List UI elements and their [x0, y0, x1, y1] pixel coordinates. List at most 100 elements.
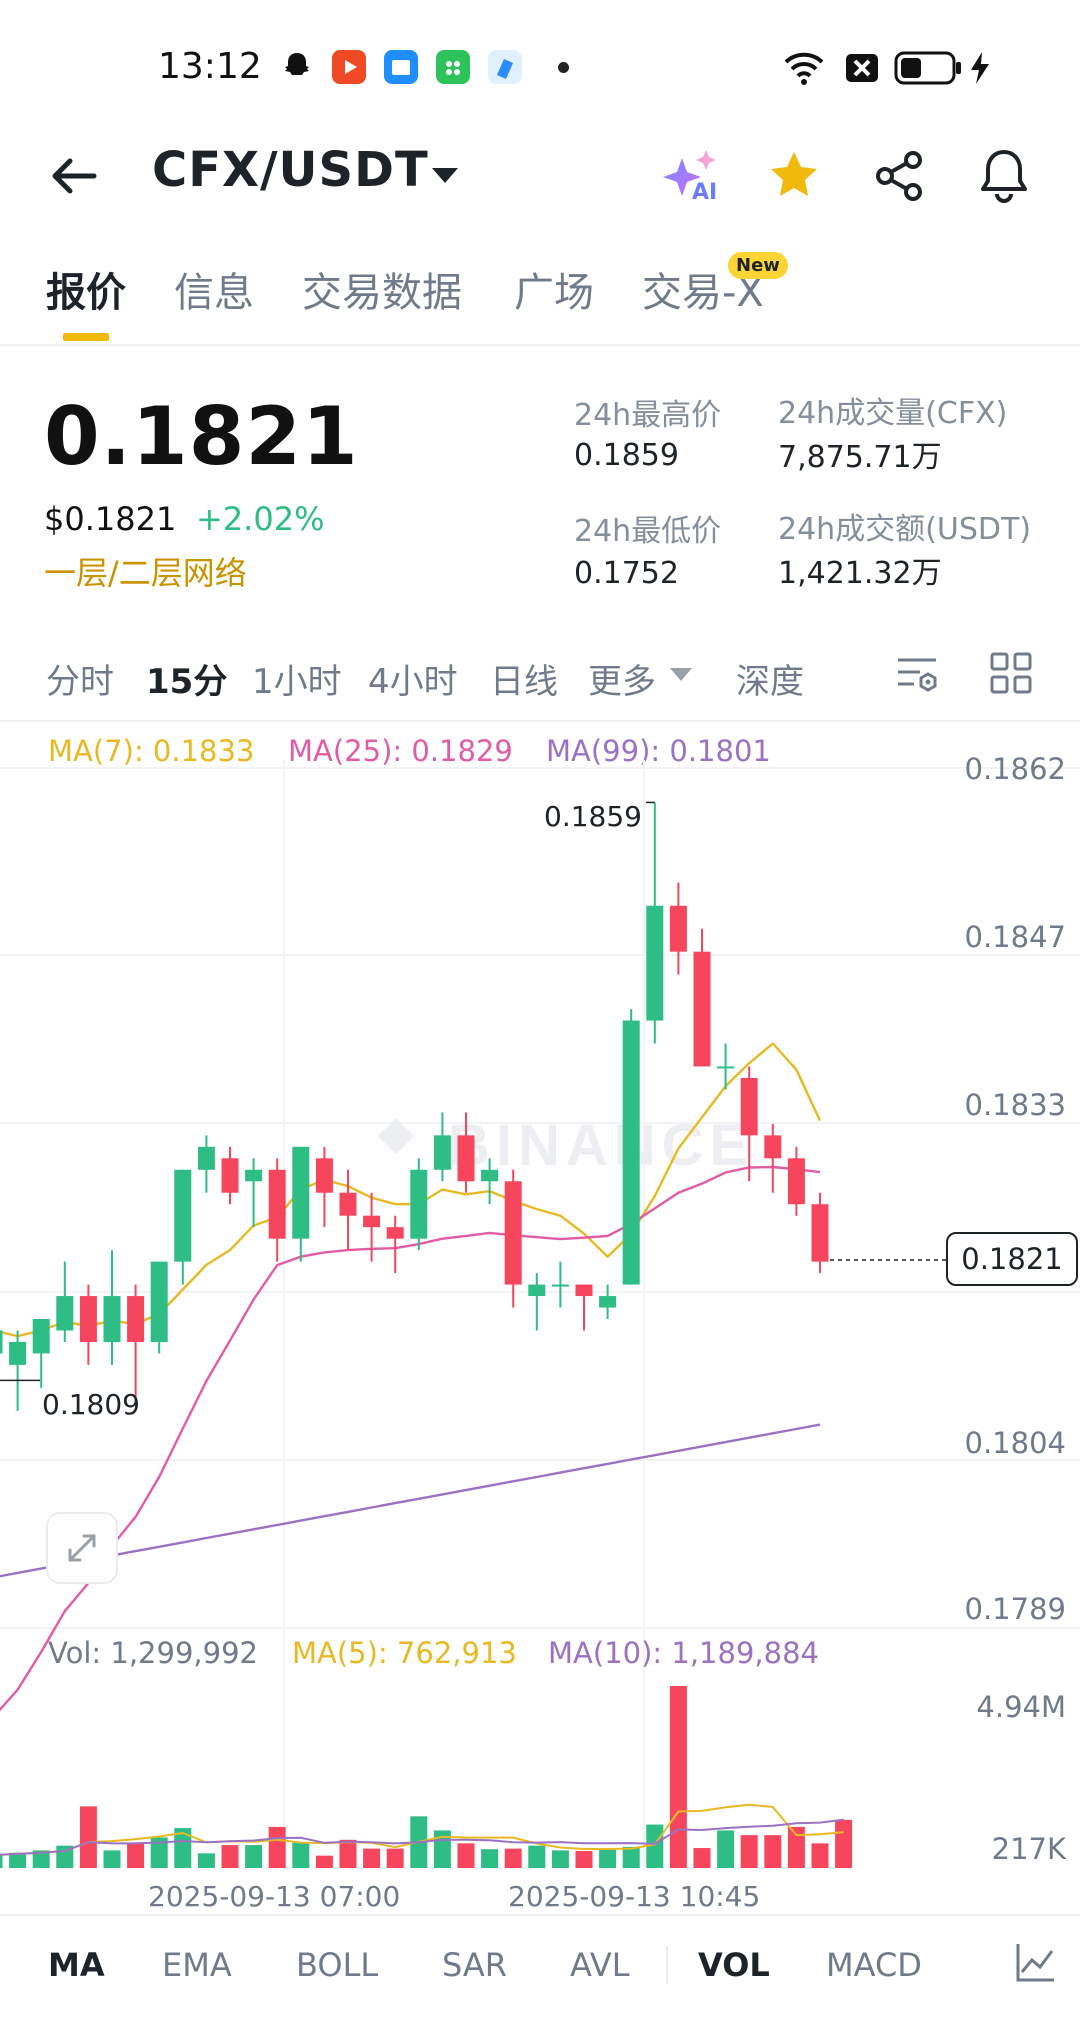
indicator-boll[interactable]: BOLL	[296, 1946, 379, 1984]
volume-bar	[693, 1848, 711, 1868]
volume-bar	[457, 1843, 475, 1868]
x-axis-label: 2025-09-13 07:00	[148, 1880, 401, 1913]
indicator-ema[interactable]: EMA	[162, 1946, 232, 1984]
fullscreen-expand-button[interactable]	[46, 1512, 118, 1584]
y-tick: 0.1862	[964, 752, 1066, 786]
candle-body	[457, 1135, 475, 1182]
volume-bar	[103, 1850, 121, 1868]
candle-body	[787, 1158, 805, 1205]
ma25-line	[0, 1165, 821, 1712]
snapchat-icon	[280, 50, 314, 84]
vol-ma5-legend: MA(5): 762,913	[292, 1636, 517, 1670]
volume-bar	[740, 1835, 758, 1868]
favorite-star-icon[interactable]	[766, 148, 822, 208]
interval-more[interactable]: 更多	[588, 662, 656, 702]
indicator-avl[interactable]: AVL	[570, 1946, 630, 1984]
candle-body	[551, 1284, 569, 1287]
indicator-vol[interactable]: VOL	[698, 1946, 770, 1984]
candlestick-chart[interactable]: BINANCE	[0, 760, 1080, 1870]
price-usd: $0.1821	[44, 500, 177, 538]
ma99-legend: MA(99): 0.1801	[546, 734, 771, 768]
candle-body	[528, 1284, 546, 1297]
y-tick: 0.1833	[964, 1088, 1066, 1122]
alert-bell-icon[interactable]	[976, 146, 1032, 208]
volume-bar	[221, 1845, 239, 1868]
ai-assistant-icon[interactable]: AI	[660, 144, 726, 210]
volume-bar	[363, 1848, 381, 1868]
candle-body	[0, 1330, 3, 1354]
candle-body	[32, 1319, 50, 1354]
volume-24h-value: 7,875.71万	[778, 440, 942, 475]
tab-square[interactable]: 广场	[514, 270, 594, 316]
volume-bar	[292, 1842, 310, 1868]
volume-bar	[127, 1842, 145, 1868]
current-price-tag[interactable]: 0.1821	[946, 1232, 1078, 1286]
ma25-legend: MA(25): 0.1829	[288, 734, 513, 768]
interval-1h[interactable]: 1小时	[252, 662, 342, 702]
indicator-sar[interactable]: SAR	[442, 1946, 508, 1984]
interval-4h[interactable]: 4小时	[368, 662, 458, 702]
pair-selector[interactable]: CFX/USDT	[152, 142, 429, 198]
volume-bar	[315, 1855, 333, 1868]
back-arrow-icon[interactable]	[48, 150, 100, 206]
volume-bar	[835, 1819, 853, 1868]
vol-tick: 4.94M	[976, 1690, 1066, 1724]
high-marker-label: 0.1859	[544, 800, 642, 833]
battery-icon	[894, 50, 964, 90]
calendar-app-icon	[384, 50, 418, 84]
amount-24h-label: 24h成交额(USDT)	[778, 512, 1032, 547]
notification-dot	[558, 62, 569, 73]
tabs-divider	[0, 344, 1080, 346]
binance-logo-icon	[378, 1118, 414, 1154]
vol-ma10-line	[0, 1818, 844, 1856]
volume-bar	[268, 1826, 286, 1868]
volume-bar	[386, 1848, 404, 1868]
tab-info[interactable]: 信息	[174, 270, 254, 316]
volume-bar	[717, 1830, 735, 1868]
interval-15m[interactable]: 15分	[146, 662, 228, 702]
low-24h-value: 0.1752	[574, 556, 679, 591]
indicator-ma[interactable]: MA	[48, 1946, 105, 1984]
volume-bar	[575, 1850, 593, 1868]
volume-bar	[0, 1855, 3, 1868]
y-tick: 0.1789	[964, 1592, 1066, 1626]
binance-watermark: BINANCE	[448, 1113, 754, 1178]
vol-legend: Vol: 1,299,992	[48, 1636, 258, 1670]
browser-app-icon	[488, 50, 522, 84]
price-change: +2.02%	[196, 500, 325, 538]
volume-bar	[245, 1845, 263, 1868]
candle-body	[363, 1215, 381, 1228]
more-caret-icon[interactable]	[670, 668, 692, 681]
interval-1d[interactable]: 日线	[490, 662, 558, 702]
chart-settings-icon[interactable]	[894, 650, 940, 700]
candle-body	[481, 1169, 499, 1182]
tab-trading-data[interactable]: 交易数据	[302, 270, 462, 316]
high-24h-value: 0.1859	[574, 438, 679, 473]
candle-body	[433, 1135, 451, 1170]
candle-body	[717, 1066, 735, 1069]
volume-bar	[481, 1849, 499, 1868]
low-24h-label: 24h最低价	[574, 514, 722, 549]
grid-layout-icon[interactable]	[988, 650, 1034, 700]
candle-body	[339, 1192, 357, 1216]
volume-bar	[669, 1686, 687, 1868]
candle-body	[292, 1146, 310, 1239]
interval-time-share[interactable]: 分时	[46, 662, 114, 702]
green-app-icon	[436, 50, 470, 84]
share-icon[interactable]	[872, 148, 928, 208]
x-axis-label: 2025-09-13 10:45	[508, 1880, 761, 1913]
indicator-macd[interactable]: MACD	[826, 1946, 922, 1984]
ma7-legend: MA(7): 0.1833	[48, 734, 255, 768]
ma99-line	[0, 1423, 821, 1578]
indicator-settings-icon[interactable]	[1012, 1938, 1060, 1990]
candle-body	[315, 1158, 333, 1193]
volume-bar	[599, 1849, 617, 1868]
network-tag[interactable]: 一层/二层网络	[44, 554, 247, 592]
candle-body	[386, 1227, 404, 1239]
pair-dropdown-caret-icon[interactable]	[432, 168, 458, 183]
interval-depth[interactable]: 深度	[736, 662, 804, 702]
candle-body	[504, 1181, 522, 1285]
candle-body	[740, 1077, 758, 1136]
tab-quote[interactable]: 报价	[46, 270, 126, 316]
vol-tick: 217K	[991, 1832, 1066, 1866]
